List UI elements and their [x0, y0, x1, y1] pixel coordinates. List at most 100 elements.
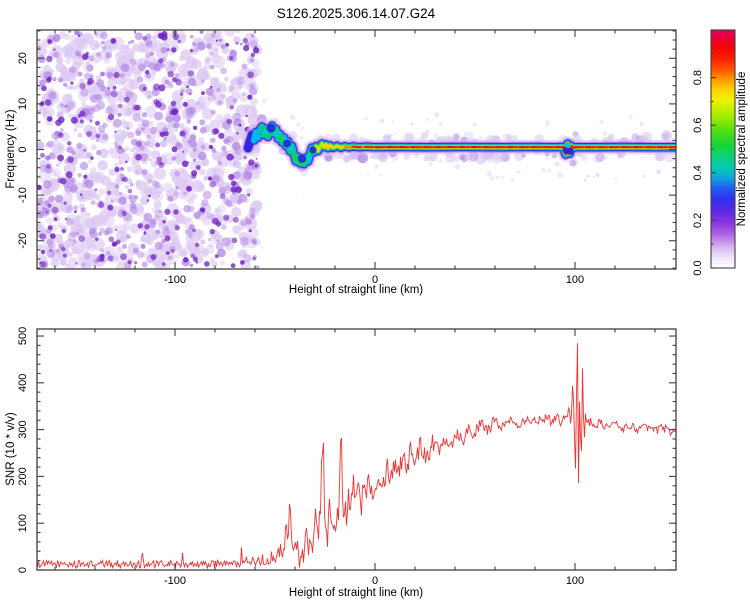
plot-graphic	[140, 127, 145, 131]
plot-graphic	[216, 239, 220, 243]
plot-graphic	[189, 140, 198, 148]
plot-graphic	[73, 205, 79, 211]
plot-graphic	[229, 105, 234, 110]
plot-graphic	[215, 39, 219, 42]
plot-graphic	[240, 42, 243, 46]
plot-graphic	[98, 201, 104, 208]
plot-graphic	[83, 252, 91, 259]
plot-graphic	[374, 142, 676, 156]
plot-graphic	[46, 249, 56, 258]
plot-graphic	[144, 105, 157, 118]
plot-graphic	[221, 224, 227, 230]
plot-graphic	[118, 191, 122, 196]
plot-graphic	[113, 85, 117, 90]
plot-graphic	[253, 200, 263, 210]
plot-graphic	[219, 193, 226, 200]
plot-graphic	[214, 207, 221, 215]
plot-graphic	[130, 39, 135, 44]
plot-graphic	[296, 122, 301, 127]
plot-graphic	[140, 236, 146, 243]
plot-graphic	[110, 90, 118, 98]
plot-graphic	[388, 133, 394, 138]
plot-graphic	[148, 158, 152, 162]
plot-graphic	[510, 178, 515, 182]
plot-graphic	[71, 246, 79, 255]
plot-graphic	[628, 114, 633, 119]
plot-graphic	[55, 248, 60, 253]
plot-graphic	[64, 185, 72, 193]
plot-graphic	[144, 224, 150, 230]
plot-graphic	[149, 51, 155, 57]
plot-graphic	[124, 120, 133, 130]
plot-graphic	[173, 191, 179, 197]
plot-graphic	[155, 229, 161, 235]
plot-graphic	[85, 61, 90, 66]
spectrogram-signal-trace	[240, 98, 676, 198]
plot-graphic	[220, 93, 226, 100]
plot-graphic	[247, 71, 255, 79]
x-tick-label: -100	[164, 575, 186, 587]
plot-graphic	[423, 155, 430, 162]
plot-graphic	[115, 239, 121, 245]
plot-graphic	[63, 93, 73, 103]
plot-graphic	[200, 239, 206, 245]
plot-graphic	[183, 191, 187, 195]
plot-graphic	[454, 164, 460, 170]
plot-graphic	[88, 55, 95, 62]
plot-graphic	[185, 85, 190, 89]
plot-graphic	[167, 81, 173, 86]
plot-graphic	[158, 84, 166, 92]
plot-graphic	[126, 127, 130, 130]
plot-graphic	[123, 73, 132, 81]
plot-graphic	[233, 36, 241, 44]
plot-graphic	[42, 64, 52, 74]
plot-graphic	[185, 229, 192, 236]
plot-graphic	[79, 40, 89, 50]
plot-graphic	[61, 229, 66, 233]
plot-graphic	[92, 104, 101, 113]
plot-graphic	[132, 113, 141, 122]
plot-graphic	[113, 72, 120, 79]
plot-graphic	[195, 165, 201, 170]
plot-graphic	[47, 243, 54, 250]
plot-graphic	[127, 260, 132, 265]
plot-graphic	[187, 239, 195, 247]
plot-graphic	[230, 263, 236, 268]
plot-graphic	[46, 238, 55, 246]
plot-graphic	[52, 168, 62, 178]
plot-graphic	[242, 92, 246, 97]
plot-graphic	[89, 229, 98, 239]
plot-graphic	[109, 209, 117, 217]
plot-graphic	[211, 137, 216, 143]
plot-graphic	[249, 213, 256, 219]
plot-graphic	[192, 59, 202, 69]
plot-graphic	[261, 98, 266, 103]
plot-graphic	[210, 33, 216, 38]
plot-graphic	[586, 174, 591, 179]
plot-graphic	[223, 138, 229, 144]
plot-graphic	[349, 153, 356, 160]
plot-graphic	[205, 30, 210, 34]
plot-graphic	[245, 114, 248, 118]
plot-graphic	[247, 193, 251, 197]
plot-graphic	[62, 44, 72, 54]
plot-graphic	[96, 52, 101, 57]
plot-graphic	[142, 36, 148, 41]
plot-graphic	[211, 174, 221, 184]
plot-graphic	[138, 63, 146, 72]
plot-graphic	[205, 245, 215, 254]
plot-graphic	[209, 228, 215, 235]
plot-graphic	[64, 217, 68, 221]
plot-graphic	[206, 43, 212, 49]
plot-graphic	[130, 183, 134, 187]
plot-graphic	[149, 126, 158, 135]
plot-graphic	[306, 154, 312, 161]
plot-graphic	[206, 212, 214, 220]
plot-graphic	[145, 41, 153, 48]
plot-graphic	[230, 186, 237, 193]
plot-graphic	[178, 123, 185, 129]
plot-graphic	[116, 246, 123, 253]
plot-graphic	[541, 167, 546, 173]
y-tick-label: 500	[17, 327, 29, 345]
colorbar-tick-label: 0.8	[692, 70, 704, 85]
